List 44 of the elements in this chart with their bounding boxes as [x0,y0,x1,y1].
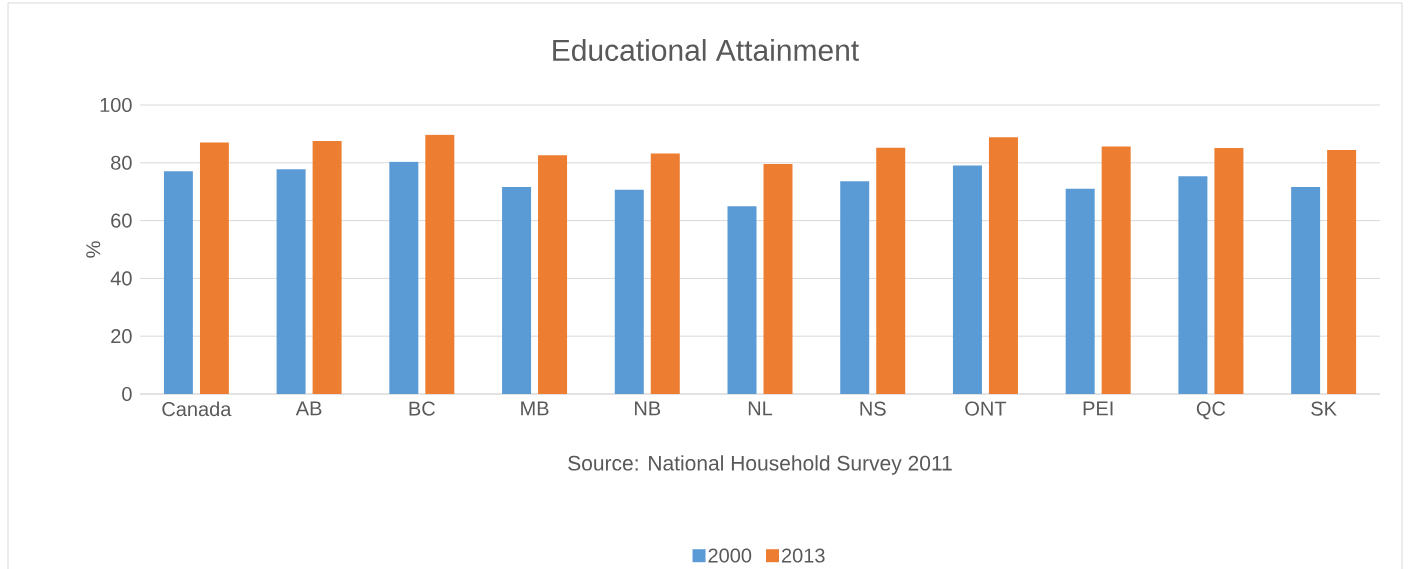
y-tick-label: 60 [111,213,132,228]
bar [1101,146,1131,394]
bar [1291,187,1321,394]
bar [1214,148,1244,394]
bar [988,137,1018,394]
bar [1327,150,1357,394]
bar [276,169,306,394]
x-tick-label: NS [860,401,886,416]
bar [389,161,419,394]
y-tick-label: 0 [122,386,132,402]
legend-label: 2000 [708,548,752,563]
bar [312,141,342,394]
x-tick-label: MB [521,401,549,416]
bar [502,187,532,394]
y-tick-label: 20 [111,329,132,344]
bar [163,171,193,394]
bar [1065,188,1095,394]
bar [614,189,644,394]
x-tick-label: NL [748,401,773,416]
x-tick-label: QC [1196,401,1226,420]
bar [425,134,455,394]
chart-title: Educational Attainment [553,38,859,62]
bar [727,206,757,394]
x-tick-label: AB [295,401,322,416]
bar [876,147,906,394]
legend-label: 2013 [782,548,825,563]
x-tick-label: PEI [1083,401,1113,416]
bar [1178,176,1208,394]
source-note: Source: National Household Survey 2011 [568,455,952,475]
x-tick-label: BC [409,401,435,416]
x-tick-label: ONT [965,401,1007,416]
x-tick-label: NB [635,401,661,416]
bar [199,142,229,394]
y-tick-label: 100 [100,97,132,113]
x-tick-label: SK [1311,401,1337,416]
bar [763,163,793,394]
y-axis-title: % [86,241,101,258]
bar [952,165,982,394]
y-tick-label: 40 [110,271,132,286]
y-tick-label: 80 [111,155,132,170]
x-tick-label: Canada [162,401,232,417]
bar [538,155,568,394]
bar [650,153,680,394]
bar [840,181,870,394]
